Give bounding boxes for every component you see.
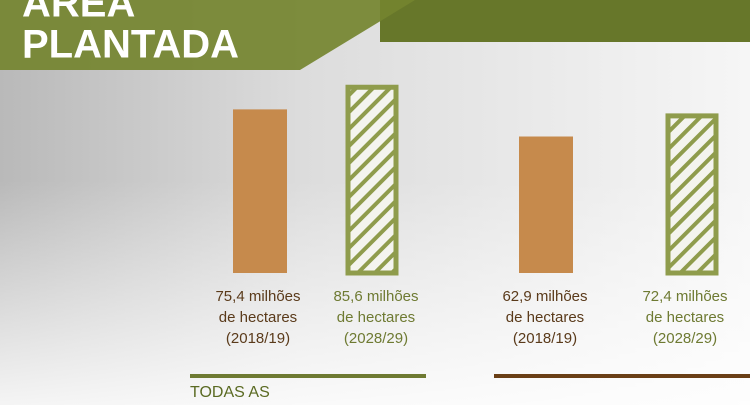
bar (345, 84, 399, 276)
title-line1: ÁREA (22, 0, 135, 26)
category-label: (2018/19) (513, 330, 577, 347)
value-label: 62,9 milhões (502, 288, 587, 305)
unit-label: de hectares (219, 309, 297, 326)
value-label: 85,6 milhões (333, 288, 418, 305)
category-label: (2028/29) (344, 330, 408, 347)
footer-label: TODAS AS (190, 384, 270, 401)
divider-left (190, 374, 426, 378)
banner-right (380, 0, 750, 42)
banner-left (0, 0, 415, 70)
value-label: 72,4 milhões (642, 288, 727, 305)
divider-right (494, 374, 750, 378)
unit-label: de hectares (337, 309, 415, 326)
title-line2: PLANTADA (22, 23, 239, 67)
category-label: (2018/19) (226, 330, 290, 347)
unit-label: de hectares (646, 309, 724, 326)
category-label: (2028/29) (653, 330, 717, 347)
unit-label: de hectares (506, 309, 584, 326)
bar (519, 136, 573, 273)
bar (233, 109, 287, 273)
bar (665, 113, 719, 276)
value-label: 75,4 milhões (215, 288, 300, 305)
